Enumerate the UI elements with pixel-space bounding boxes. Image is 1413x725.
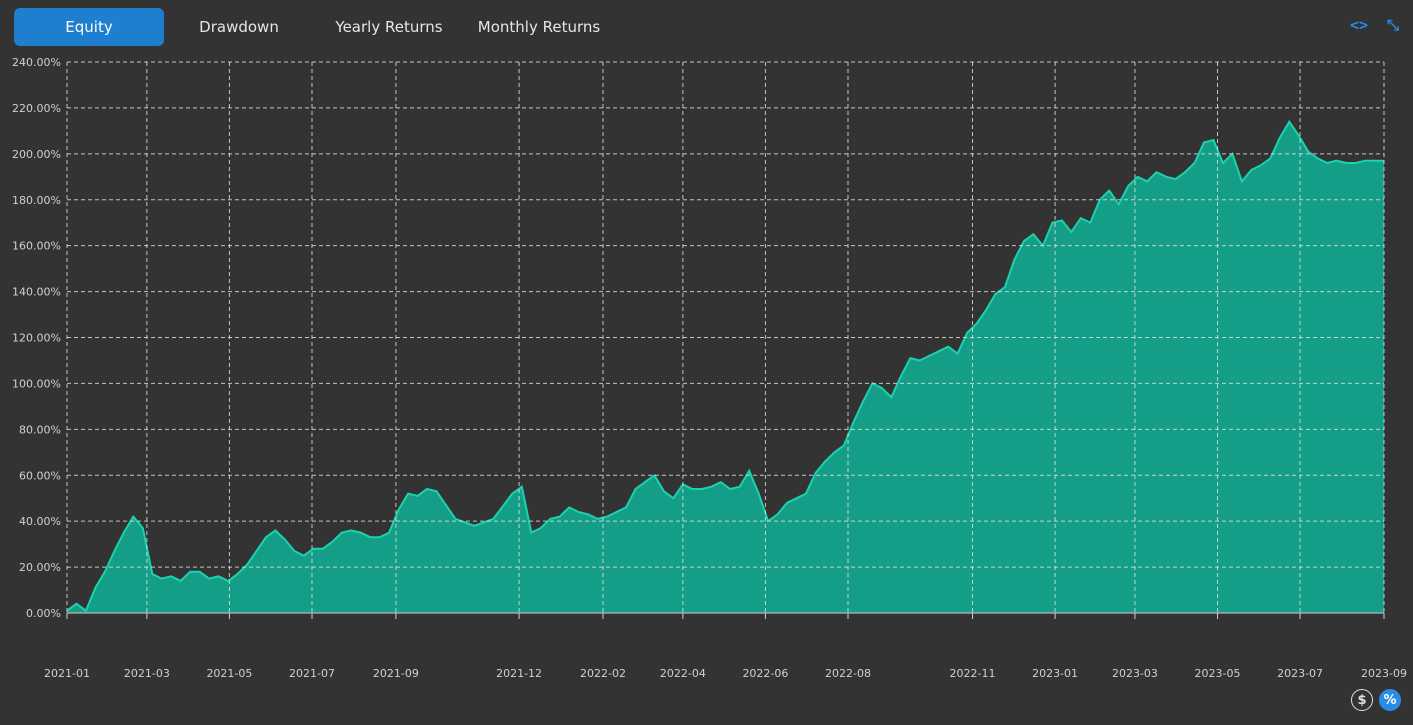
x-tick-label: 2022-02 xyxy=(580,667,626,680)
y-tick-label: 200.00% xyxy=(12,148,61,161)
tab-equity[interactable]: Equity xyxy=(14,8,164,46)
y-tick-label: 100.00% xyxy=(12,377,61,390)
x-tick-label: 2022-11 xyxy=(950,667,996,680)
y-tick-label: 80.00% xyxy=(19,423,61,436)
x-tick-label: 2023-07 xyxy=(1277,667,1323,680)
x-tick-label: 2021-05 xyxy=(206,667,252,680)
x-tick-label: 2023-05 xyxy=(1195,667,1241,680)
y-tick-label: 240.00% xyxy=(12,56,61,69)
tab-monthly-returns[interactable]: Monthly Returns xyxy=(477,18,601,36)
tab-yearly-returns[interactable]: Yearly Returns xyxy=(335,18,443,36)
x-tick-label: 2021-07 xyxy=(289,667,335,680)
x-tick-label: 2021-09 xyxy=(373,667,419,680)
x-tick-label: 2023-03 xyxy=(1112,667,1158,680)
chart-tabs: Equity Drawdown Yearly Returns Monthly R… xyxy=(0,0,1413,56)
x-tick-label: 2021-03 xyxy=(124,667,170,680)
y-tick-label: 180.00% xyxy=(12,194,61,207)
percent-toggle[interactable]: % xyxy=(1379,689,1401,711)
tab-drawdown[interactable]: Drawdown xyxy=(199,18,279,36)
y-tick-label: 40.00% xyxy=(19,515,61,528)
collapse-icon[interactable]: ⤡ xyxy=(1386,16,1399,34)
x-tick-label: 2022-04 xyxy=(660,667,706,680)
x-tick-label: 2021-01 xyxy=(44,667,90,680)
y-tick-label: 0.00% xyxy=(26,607,61,620)
y-tick-label: 120.00% xyxy=(12,332,61,345)
code-icon[interactable]: <> xyxy=(1349,16,1369,34)
x-tick-label: 2022-06 xyxy=(742,667,788,680)
y-tick-label: 20.00% xyxy=(19,561,61,574)
y-tick-label: 220.00% xyxy=(12,102,61,115)
dollar-toggle[interactable]: $ xyxy=(1351,689,1373,711)
x-tick-label: 2023-09 xyxy=(1361,667,1407,680)
x-tick-label: 2023-01 xyxy=(1032,667,1078,680)
y-tick-label: 140.00% xyxy=(12,286,61,299)
x-tick-label: 2022-08 xyxy=(825,667,871,680)
y-tick-label: 60.00% xyxy=(19,469,61,482)
y-tick-label: 160.00% xyxy=(12,240,61,253)
x-tick-label: 2021-12 xyxy=(496,667,542,680)
equity-line xyxy=(66,119,1384,613)
